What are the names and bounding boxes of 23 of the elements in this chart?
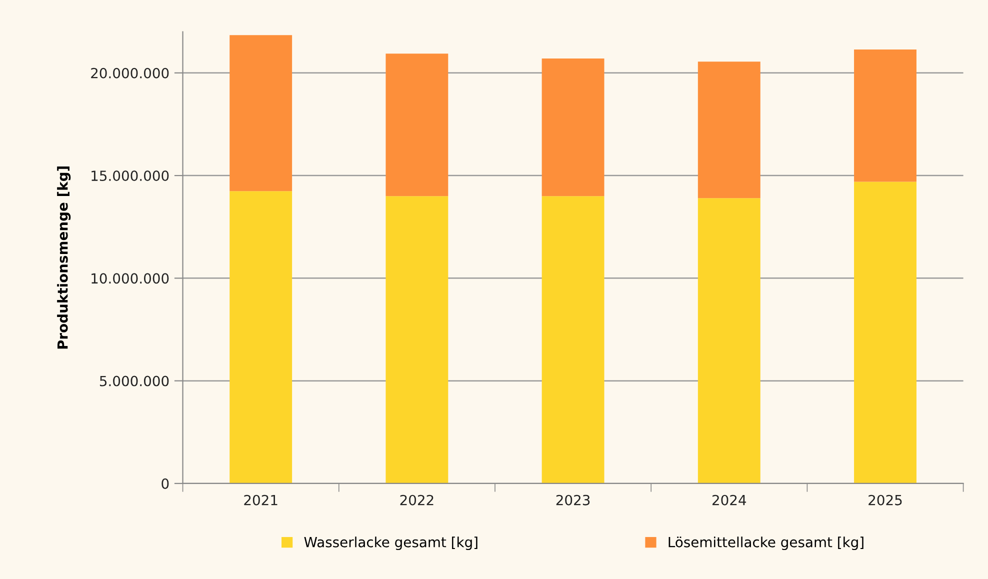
bar <box>230 191 292 484</box>
y-tick-label: 15.000.000 <box>92 170 169 182</box>
legend-label: Lösemittellacke gesamt [kg] <box>668 536 864 550</box>
bar <box>698 62 760 198</box>
bar <box>386 54 448 196</box>
bar <box>698 198 760 484</box>
bar <box>542 196 604 484</box>
bar <box>542 58 604 196</box>
bar <box>230 35 292 192</box>
legend-label: Wasserlacke gesamt [kg] <box>304 536 478 550</box>
y-tick-label: 5.000.000 <box>100 376 169 386</box>
bar <box>386 196 448 484</box>
y-tick-label: 0 <box>162 478 169 489</box>
x-tick-label: 2021 <box>244 494 278 506</box>
y-axis-title: Produktionsmenge [kg] <box>57 166 71 349</box>
bar <box>854 182 916 484</box>
x-tick-label: 2023 <box>556 494 590 506</box>
y-tick-label: 10.000.000 <box>92 273 169 284</box>
x-tick-label: 2025 <box>868 494 902 506</box>
x-tick-label: 2022 <box>400 494 434 506</box>
y-tick-label: 20.000.000 <box>91 68 169 78</box>
x-tick-label: 2024 <box>712 494 746 506</box>
bar <box>854 50 916 182</box>
